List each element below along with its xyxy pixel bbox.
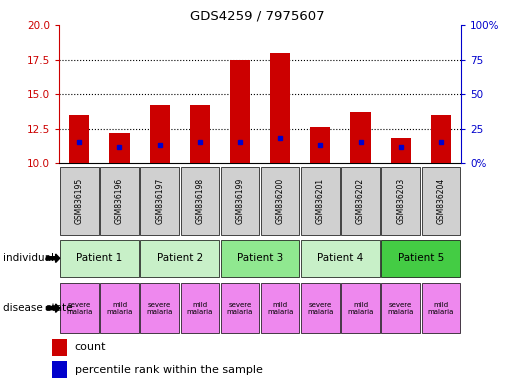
Bar bbox=[422, 283, 460, 333]
Text: disease state: disease state bbox=[3, 303, 72, 313]
Bar bbox=[261, 167, 299, 235]
Bar bbox=[100, 283, 139, 333]
Bar bbox=[52, 339, 67, 356]
Bar bbox=[52, 361, 67, 378]
Bar bbox=[69, 115, 89, 163]
Text: GSM836198: GSM836198 bbox=[195, 177, 204, 224]
Text: GSM836201: GSM836201 bbox=[316, 177, 325, 224]
Text: GSM836203: GSM836203 bbox=[396, 177, 405, 224]
Text: Patient 3: Patient 3 bbox=[237, 253, 283, 263]
Text: Patient 1: Patient 1 bbox=[76, 253, 123, 263]
Bar bbox=[382, 240, 460, 277]
Text: GSM836197: GSM836197 bbox=[155, 177, 164, 224]
Bar bbox=[390, 138, 410, 163]
Text: GSM836202: GSM836202 bbox=[356, 177, 365, 224]
Bar bbox=[341, 283, 380, 333]
Text: Patient 4: Patient 4 bbox=[317, 253, 364, 263]
Text: GSM836200: GSM836200 bbox=[276, 177, 285, 224]
Text: severe
malaria: severe malaria bbox=[66, 302, 93, 314]
Bar bbox=[261, 283, 299, 333]
Text: severe
malaria: severe malaria bbox=[307, 302, 334, 314]
Bar bbox=[310, 127, 330, 163]
Bar bbox=[109, 133, 129, 163]
Text: severe
malaria: severe malaria bbox=[387, 302, 414, 314]
Bar bbox=[221, 167, 259, 235]
Text: GSM836196: GSM836196 bbox=[115, 177, 124, 224]
Text: GDS4259 / 7975607: GDS4259 / 7975607 bbox=[190, 10, 325, 23]
Bar bbox=[341, 167, 380, 235]
Bar bbox=[181, 283, 219, 333]
Bar bbox=[301, 240, 380, 277]
Bar bbox=[60, 167, 98, 235]
Bar bbox=[141, 167, 179, 235]
Bar bbox=[60, 240, 139, 277]
Text: severe
malaria: severe malaria bbox=[146, 302, 173, 314]
Bar bbox=[60, 283, 98, 333]
Text: GSM836204: GSM836204 bbox=[436, 177, 445, 224]
Text: Patient 2: Patient 2 bbox=[157, 253, 203, 263]
Bar bbox=[431, 115, 451, 163]
Bar bbox=[141, 240, 219, 277]
Text: Patient 5: Patient 5 bbox=[398, 253, 444, 263]
Text: individual: individual bbox=[3, 253, 54, 263]
Text: count: count bbox=[75, 343, 106, 353]
Text: mild
malaria: mild malaria bbox=[427, 302, 454, 314]
Bar bbox=[422, 167, 460, 235]
Text: GSM836195: GSM836195 bbox=[75, 177, 84, 224]
Bar bbox=[230, 60, 250, 163]
Text: severe
malaria: severe malaria bbox=[227, 302, 253, 314]
Text: mild
malaria: mild malaria bbox=[186, 302, 213, 314]
Bar bbox=[301, 167, 339, 235]
Text: GSM836199: GSM836199 bbox=[235, 177, 245, 224]
Text: mild
malaria: mild malaria bbox=[106, 302, 133, 314]
Text: percentile rank within the sample: percentile rank within the sample bbox=[75, 364, 263, 374]
Bar bbox=[270, 53, 290, 163]
Bar bbox=[149, 105, 169, 163]
Bar bbox=[382, 167, 420, 235]
Bar bbox=[350, 112, 370, 163]
Bar bbox=[382, 283, 420, 333]
Bar bbox=[221, 240, 299, 277]
Bar bbox=[301, 283, 339, 333]
Bar bbox=[181, 167, 219, 235]
Text: mild
malaria: mild malaria bbox=[267, 302, 294, 314]
Bar bbox=[100, 167, 139, 235]
Bar bbox=[221, 283, 259, 333]
Bar bbox=[141, 283, 179, 333]
Bar bbox=[190, 105, 210, 163]
Text: mild
malaria: mild malaria bbox=[347, 302, 374, 314]
